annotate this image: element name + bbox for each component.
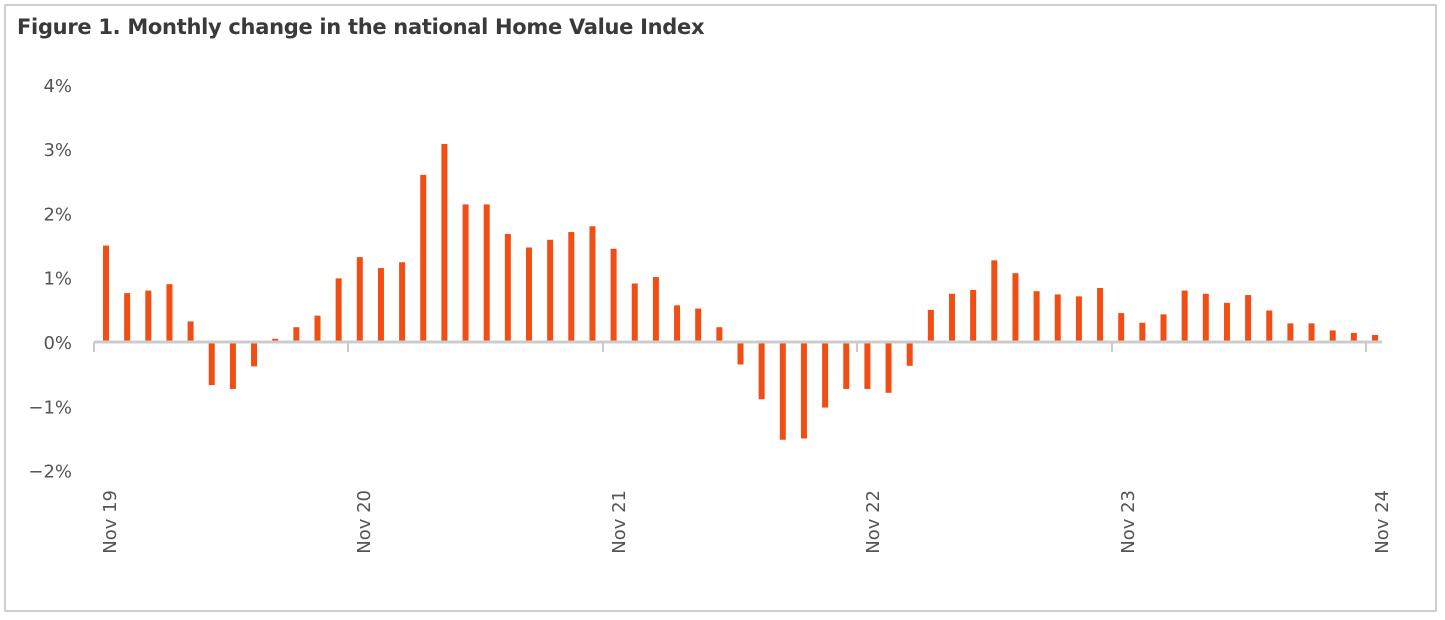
bar [737, 342, 744, 365]
y-axis-ticks: 4% 3% 2% 1% 0% −1% −2% [28, 76, 72, 483]
bar [800, 342, 807, 439]
bar [483, 204, 490, 342]
bar [1160, 314, 1167, 342]
bar [970, 289, 977, 342]
bar [504, 233, 511, 342]
x-tick-label: Nov 22 [863, 490, 884, 554]
x-tick-label: Nov 23 [1118, 490, 1139, 554]
bar [906, 342, 913, 366]
bar [652, 277, 659, 342]
bar [1350, 333, 1357, 342]
y-tick-label: 2% [43, 204, 72, 225]
x-tick-label: Nov 20 [354, 490, 375, 554]
bar [187, 321, 194, 342]
bar [1372, 334, 1378, 342]
bar [1245, 295, 1252, 342]
chart-title: Figure 1. Monthly change in the national… [17, 15, 705, 39]
bar [1118, 313, 1125, 342]
bar [927, 309, 934, 342]
bar [695, 308, 702, 342]
bar [441, 143, 448, 342]
bar [568, 232, 575, 342]
bar [208, 342, 215, 386]
bar [1202, 293, 1209, 342]
x-axis-ticks: Nov 19 Nov 20 Nov 21 Nov 22 Nov 23 Nov 24 [100, 490, 1393, 554]
bar [758, 342, 765, 400]
chart-frame [4, 4, 1437, 612]
bar [145, 290, 152, 342]
y-tick-label: 4% [43, 76, 72, 97]
x-tick-label: Nov 24 [1372, 490, 1393, 554]
bar [631, 283, 638, 342]
bar [314, 315, 321, 342]
bar [1097, 287, 1104, 342]
bar [716, 327, 723, 342]
bar [124, 293, 131, 342]
bar [356, 257, 363, 342]
bar [1223, 302, 1230, 342]
bar [1329, 330, 1336, 342]
y-tick-label: −2% [28, 462, 72, 483]
bar [779, 342, 786, 440]
bar [1054, 294, 1061, 342]
bar [674, 305, 681, 342]
y-tick-label: 1% [43, 269, 72, 290]
bar [1033, 291, 1040, 342]
zero-axis [93, 340, 1382, 352]
bars-series [103, 143, 1378, 440]
bar [166, 284, 173, 342]
bar [420, 174, 427, 342]
y-tick-label: 0% [43, 333, 72, 354]
bar [885, 342, 892, 393]
bar [843, 342, 850, 389]
bar [1266, 310, 1273, 342]
bar [610, 248, 617, 342]
bar [991, 260, 998, 342]
bar [589, 226, 596, 342]
bar [399, 262, 406, 342]
x-tick-label: Nov 19 [100, 490, 121, 554]
y-tick-label: 3% [43, 140, 72, 161]
bar [103, 245, 109, 342]
bar [864, 342, 871, 389]
x-tick-label: Nov 21 [609, 490, 630, 554]
bar [1139, 322, 1146, 342]
bar [949, 293, 955, 342]
bar [822, 342, 829, 408]
bar [229, 342, 236, 389]
bar [1012, 273, 1019, 342]
bar [1287, 323, 1294, 342]
bar [272, 338, 279, 342]
bar [1308, 323, 1315, 342]
bar [1075, 296, 1082, 342]
bar [293, 327, 300, 342]
bar [462, 204, 469, 342]
bar [526, 247, 532, 342]
bar [335, 278, 342, 342]
bar [1181, 290, 1188, 342]
y-tick-label: −1% [28, 397, 72, 418]
bar [251, 342, 258, 367]
bar [547, 239, 554, 342]
bar [377, 268, 384, 342]
